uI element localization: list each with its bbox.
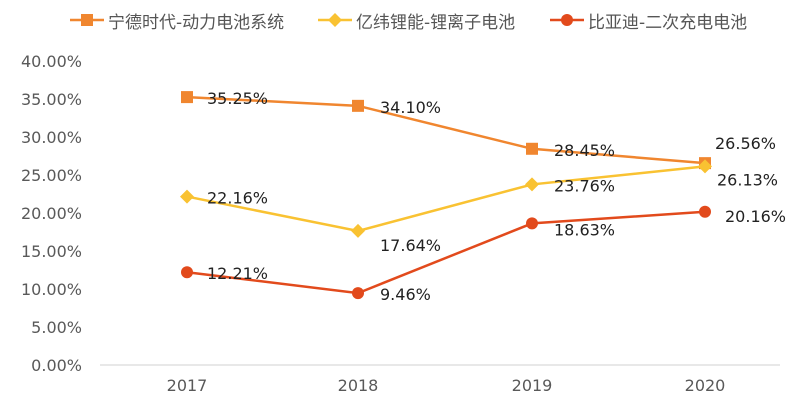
data-label: 17.64% bbox=[380, 236, 441, 255]
series-lines bbox=[186, 95, 706, 295]
diamond-marker-icon bbox=[318, 13, 352, 27]
legend-item-catl[interactable]: 宁德时代-动力电池系统 bbox=[70, 6, 284, 34]
series-line bbox=[186, 95, 706, 165]
y-tick-label: 5.00% bbox=[31, 318, 82, 337]
circle-marker-icon bbox=[550, 14, 584, 26]
x-tick-label: 2019 bbox=[512, 376, 553, 395]
legend-label: 亿纬锂能-锂离子电池 bbox=[356, 12, 516, 33]
data-label: 12.21% bbox=[207, 264, 268, 283]
data-point[interactable] bbox=[526, 142, 538, 155]
y-tick-label: 20.00% bbox=[21, 204, 82, 223]
square-marker-icon bbox=[70, 14, 104, 26]
legend-item-byd[interactable]: 比亚迪-二次充电电池 bbox=[550, 6, 747, 34]
data-point[interactable] bbox=[352, 99, 364, 112]
series-line bbox=[186, 165, 706, 233]
data-label: 23.76% bbox=[554, 176, 615, 195]
x-tick-label: 2017 bbox=[167, 376, 208, 395]
data-label: 20.16% bbox=[725, 207, 786, 226]
y-tick-label: 0.00% bbox=[31, 356, 82, 375]
legend: 宁德时代-动力电池系统 亿纬锂能-锂离子电池 比亚迪-二次充电电池 bbox=[0, 6, 800, 34]
series-line bbox=[186, 210, 706, 295]
x-axis-ticks: 2017 2018 2019 2020 bbox=[167, 376, 726, 395]
y-tick-label: 10.00% bbox=[21, 280, 82, 299]
series-markers bbox=[180, 91, 712, 300]
data-point[interactable] bbox=[180, 189, 194, 204]
data-point[interactable] bbox=[181, 91, 193, 104]
legend-item-eve[interactable]: 亿纬锂能-锂离子电池 bbox=[318, 6, 515, 34]
data-point[interactable] bbox=[352, 287, 364, 300]
data-labels: 35.25% 34.10% 28.45% 26.56% 22.16% 17.64% 23.7… bbox=[207, 89, 786, 304]
legend-label: 宁德时代-动力电池系统 bbox=[108, 12, 285, 33]
y-tick-label: 40.00% bbox=[21, 52, 82, 71]
data-label: 26.56% bbox=[715, 134, 776, 153]
y-tick-label: 15.00% bbox=[21, 242, 82, 261]
y-tick-label: 35.00% bbox=[21, 90, 82, 109]
x-tick-label: 2020 bbox=[685, 376, 726, 395]
data-label: 28.45% bbox=[554, 141, 615, 160]
legend-label: 比亚迪-二次充电电池 bbox=[588, 12, 748, 33]
y-tick-label: 25.00% bbox=[21, 166, 82, 185]
y-tick-label: 30.00% bbox=[21, 128, 82, 147]
data-point[interactable] bbox=[181, 266, 193, 279]
x-tick-label: 2018 bbox=[338, 376, 379, 395]
data-point[interactable] bbox=[525, 177, 539, 192]
data-label: 26.13% bbox=[717, 170, 778, 189]
data-label: 34.10% bbox=[380, 98, 441, 117]
data-point[interactable] bbox=[699, 205, 711, 218]
data-point[interactable] bbox=[698, 159, 712, 174]
y-axis-ticks: 0.00% 5.00% 10.00% 15.00% 20.00% 25.00% 30.00%… bbox=[21, 52, 82, 375]
data-label: 18.63% bbox=[554, 220, 615, 239]
data-label: 9.46% bbox=[380, 285, 431, 304]
data-label: 35.25% bbox=[207, 89, 268, 108]
data-point[interactable] bbox=[351, 223, 365, 238]
data-label: 22.16% bbox=[207, 189, 268, 208]
data-point[interactable] bbox=[526, 217, 538, 230]
